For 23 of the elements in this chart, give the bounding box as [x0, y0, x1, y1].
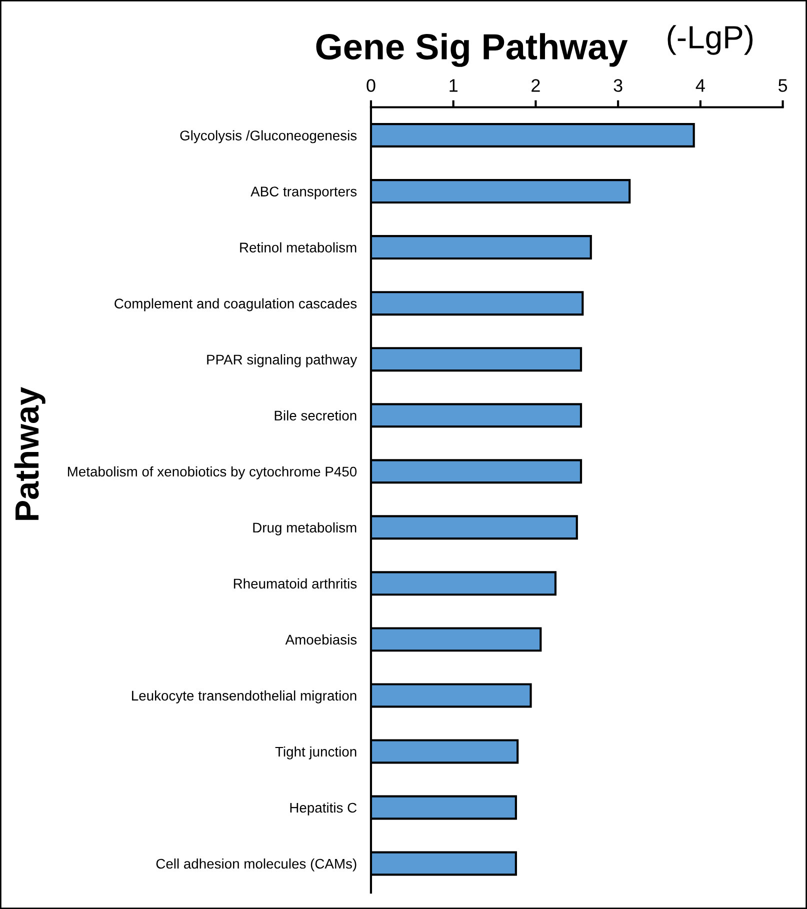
x-tick-label: 2 [532, 79, 540, 92]
y-tick-label: ABC transporters [250, 186, 357, 200]
x-tick-label: 3 [614, 79, 622, 92]
chart-title: Gene Sig Pathway [316, 33, 628, 67]
y-tick-label: Glycolysis /Gluconeogenesis [180, 130, 357, 144]
y-tick-label: Hepatitis C [290, 802, 357, 816]
x-tick-label: 4 [696, 79, 705, 92]
y-tick-label: Rheumatoid arthritis [234, 578, 357, 589]
y-tick-label: Retinol metabolism [240, 242, 356, 252]
y-tick-label: Metabolism of xenobiotics by cytochrome P450 [68, 466, 357, 480]
y-tick-label: Amoebiasis [285, 634, 357, 645]
x-tick-label: 5 [778, 79, 788, 92]
y-axis-title: Pathway [14, 387, 46, 520]
y-tick-label: Tight junction [275, 746, 356, 760]
x-axis-title: (-LgP) [668, 25, 753, 55]
y-tick-label: PPAR signaling pathway [207, 354, 358, 368]
y-tick-label: Complement and coagulation cascades [114, 298, 357, 312]
y-tick-label: Bile secretion [274, 410, 356, 421]
y-tick-label: Cell adhesion molecules (CAMs) [156, 858, 356, 872]
x-tick-label: 1 [450, 79, 458, 92]
x-tick-label: 0 [366, 79, 376, 92]
y-tick-label: Drug metabolism [253, 522, 356, 536]
y-tick-label: Leukocyte transendothelial migration [132, 690, 356, 704]
